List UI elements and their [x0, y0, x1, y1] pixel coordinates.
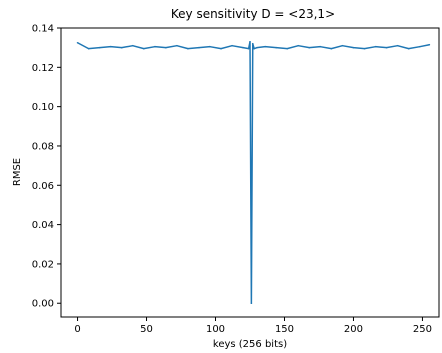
- data-point: [286, 47, 289, 50]
- data-point: [247, 47, 250, 50]
- data-point: [418, 45, 421, 48]
- data-point: [352, 46, 355, 49]
- chart-title: Key sensitivity D = <23,1>: [171, 7, 335, 21]
- y-axis-label: RMSE: [12, 158, 23, 186]
- x-tick-label: 250: [413, 324, 432, 335]
- data-point: [98, 46, 101, 49]
- x-axis: 0 50 100 150 200 250: [74, 317, 432, 335]
- data-point: [330, 47, 333, 50]
- x-tick-label: 50: [140, 324, 153, 335]
- data-point: [264, 45, 266, 48]
- series-layer: [76, 40, 431, 305]
- data-point: [242, 46, 244, 49]
- x-axis-label: keys (256 bits): [213, 339, 287, 350]
- data-point: [256, 46, 258, 49]
- data-point: [109, 45, 112, 48]
- data-point: [319, 45, 322, 48]
- data-point: [253, 47, 255, 50]
- data-point: [249, 40, 251, 43]
- data-point: [250, 302, 253, 305]
- y-tick-label: 0.14: [32, 24, 54, 35]
- data-point: [396, 44, 399, 47]
- data-point: [407, 47, 410, 50]
- data-point: [187, 47, 189, 50]
- data-point: [131, 44, 134, 47]
- y-axis: 0.00 0.02 0.04 0.06 0.08 0.10 0.12 0.14: [32, 24, 61, 310]
- data-point: [142, 47, 145, 50]
- series-line: [77, 41, 430, 304]
- data-point: [87, 47, 90, 50]
- y-tick-label: 0.00: [32, 299, 54, 310]
- y-tick-label: 0.06: [32, 181, 54, 192]
- data-point: [209, 45, 211, 48]
- x-tick-label: 200: [344, 324, 363, 335]
- data-point: [165, 46, 167, 49]
- data-point: [154, 45, 156, 48]
- data-point: [308, 46, 311, 49]
- data-point: [275, 46, 278, 49]
- y-tick-label: 0.02: [32, 259, 54, 270]
- plot-area: [60, 27, 440, 318]
- data-point: [220, 47, 222, 50]
- data-point: [198, 46, 200, 49]
- data-point: [176, 44, 178, 47]
- data-point: [428, 43, 431, 46]
- x-tick-label: 0: [74, 324, 80, 335]
- data-point: [385, 46, 388, 49]
- data-point: [120, 46, 123, 49]
- y-tick-label: 0.10: [32, 102, 54, 113]
- data-point: [341, 44, 344, 47]
- y-tick-label: 0.12: [32, 63, 54, 74]
- x-tick-label: 150: [275, 324, 294, 335]
- data-point: [76, 41, 79, 44]
- data-point: [363, 47, 366, 50]
- data-point: [231, 44, 233, 47]
- data-point: [251, 42, 254, 45]
- data-point: [374, 45, 377, 48]
- y-tick-label: 0.04: [32, 220, 54, 231]
- data-point: [297, 44, 300, 47]
- x-tick-label: 100: [206, 324, 225, 335]
- y-tick-label: 0.08: [32, 141, 54, 152]
